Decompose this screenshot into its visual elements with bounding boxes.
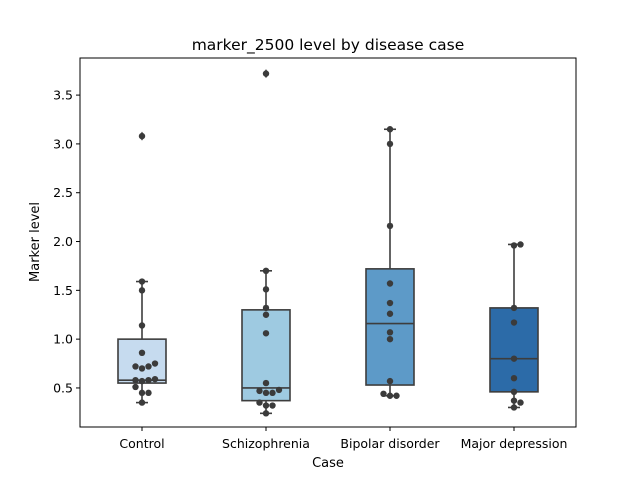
data-point [138, 322, 146, 329]
swarm-3 [510, 241, 524, 411]
x-tick-label: Schizophrenia [222, 436, 310, 451]
data-point [275, 386, 283, 394]
data-point [517, 241, 524, 248]
data-point [132, 383, 139, 391]
data-point [262, 402, 270, 409]
chart-title: marker_2500 level by disease case [192, 36, 465, 55]
box [117, 338, 167, 384]
data-point [510, 304, 518, 312]
data-point [510, 242, 518, 249]
data-point [393, 392, 400, 399]
data-point [138, 399, 146, 406]
data-point [386, 335, 394, 343]
y-tick-label: 0.5 [53, 380, 73, 395]
data-point [262, 286, 270, 293]
data-point [517, 399, 524, 406]
data-point [386, 329, 394, 336]
data-point [262, 267, 270, 275]
data-point [145, 376, 152, 384]
y-tick-label: 1.5 [53, 283, 73, 298]
data-point [132, 376, 139, 384]
y-tick-label: 3.5 [53, 88, 73, 103]
data-point [138, 287, 146, 294]
data-point [262, 330, 270, 337]
data-point [386, 126, 394, 133]
data-point [510, 388, 518, 396]
swarm-2 [380, 126, 400, 399]
x-tick-label: Major depression [461, 436, 568, 451]
data-point [138, 278, 146, 285]
x-axis-label: Case [312, 456, 344, 471]
axes-frame [79, 57, 577, 428]
data-point [262, 304, 270, 312]
data-point [262, 389, 270, 397]
box-2 [365, 128, 415, 397]
data-point [262, 410, 270, 417]
data-point [138, 377, 146, 385]
data-point [138, 132, 146, 140]
data-point [269, 389, 276, 397]
x-axis: Control Schizophrenia Bipolar disorder Majo… [119, 427, 567, 451]
data-point [510, 374, 518, 382]
box [241, 309, 291, 402]
y-axis-label: Marker level [28, 202, 43, 282]
data-point [262, 311, 270, 318]
y-tick-label: 2.0 [53, 234, 73, 249]
data-point [151, 375, 159, 383]
data-point [510, 397, 518, 404]
swarm-1 [256, 70, 283, 417]
y-tick-label: 3.0 [53, 136, 73, 151]
data-point [262, 379, 270, 387]
data-point [256, 387, 263, 395]
data-point [386, 280, 394, 287]
data-point [256, 399, 263, 406]
data-point [386, 140, 394, 148]
x-tick-label: Bipolar disorder [340, 436, 440, 451]
data-point [386, 222, 394, 230]
box [365, 268, 415, 386]
box-0 [117, 131, 167, 404]
data-point [145, 363, 152, 370]
data-point [510, 319, 518, 326]
x-tick-label: Control [119, 436, 164, 451]
data-point [151, 360, 159, 367]
data-point [138, 349, 146, 357]
y-tick-label: 1.0 [53, 332, 73, 347]
data-point [132, 363, 139, 370]
data-point [262, 70, 270, 77]
data-point [510, 404, 518, 411]
data-point [269, 402, 276, 409]
data-point [380, 390, 387, 398]
swarm-0 [132, 132, 159, 406]
data-point [138, 365, 146, 372]
box-1 [241, 69, 291, 415]
data-point [386, 392, 394, 399]
data-point [386, 377, 394, 385]
data-point [138, 389, 146, 397]
data-point [145, 389, 152, 397]
plot-area [117, 69, 539, 417]
data-point [510, 355, 518, 362]
box-3 [489, 243, 539, 409]
y-axis: 0.5 1.0 1.5 2.0 2.5 3.0 3.5 [53, 88, 80, 395]
data-point [386, 310, 394, 317]
data-point [386, 299, 394, 307]
y-tick-label: 2.5 [53, 185, 73, 200]
